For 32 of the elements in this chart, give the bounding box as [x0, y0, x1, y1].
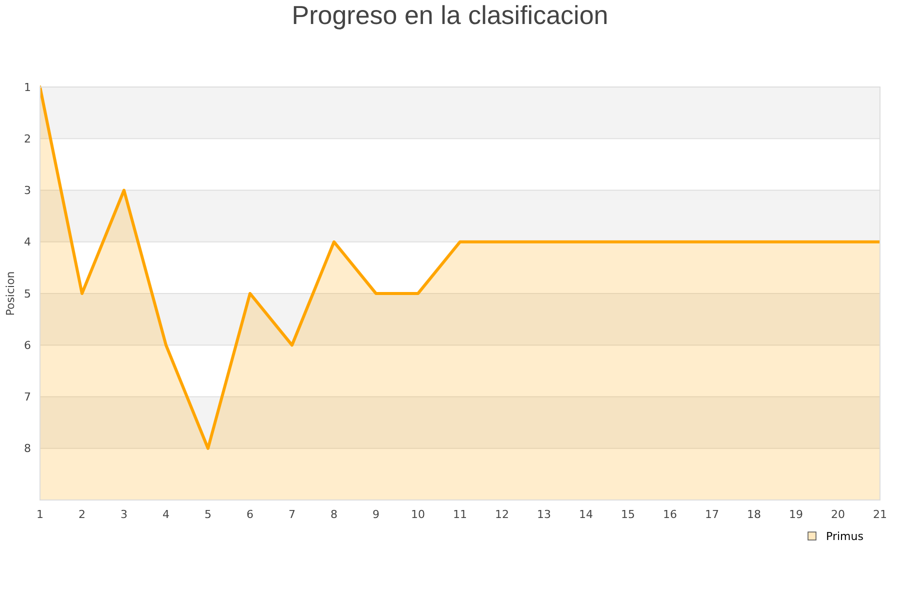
- x-tick-label: 13: [537, 508, 551, 521]
- y-tick-label: 7: [24, 390, 31, 404]
- y-tick-label: 5: [24, 287, 31, 300]
- x-tick-label: 6: [246, 508, 254, 521]
- x-tick-label: 15: [621, 508, 635, 521]
- y-tick-label: 4: [24, 236, 31, 249]
- x-tick-label: 2: [78, 508, 86, 521]
- y-tick-label: 3: [24, 184, 31, 198]
- x-tick-label: 1: [36, 508, 44, 521]
- x-tick-label: 17: [705, 508, 719, 521]
- y-tick-label: 1: [24, 80, 31, 94]
- x-tick-label: 21: [873, 508, 887, 521]
- x-tick-label: 18: [747, 508, 761, 521]
- x-tick-label: 4: [162, 508, 170, 521]
- x-tick-label: 19: [789, 508, 803, 521]
- x-tick-label: 10: [411, 508, 425, 521]
- x-tick-label: 8: [330, 508, 338, 521]
- chart-title: Progreso en la clasificacion: [292, 0, 608, 30]
- y-tick-label: 6: [24, 338, 31, 352]
- legend-label: Primus: [826, 530, 864, 543]
- y-tick-label: 8: [24, 442, 31, 456]
- x-tick-label: 11: [453, 508, 467, 521]
- x-tick-label: 7: [288, 508, 296, 521]
- x-tick-label: 12: [495, 508, 509, 521]
- x-tick-label: 5: [204, 508, 212, 521]
- y-axis-title: Posicion: [4, 271, 17, 316]
- y-tick-label: 2: [24, 132, 31, 146]
- x-tick-label: 3: [120, 508, 128, 521]
- x-tick-label: 9: [372, 508, 380, 521]
- x-tick-label: 16: [663, 508, 677, 521]
- x-tick-label: 14: [579, 508, 593, 521]
- x-tick-label: 20: [831, 508, 845, 521]
